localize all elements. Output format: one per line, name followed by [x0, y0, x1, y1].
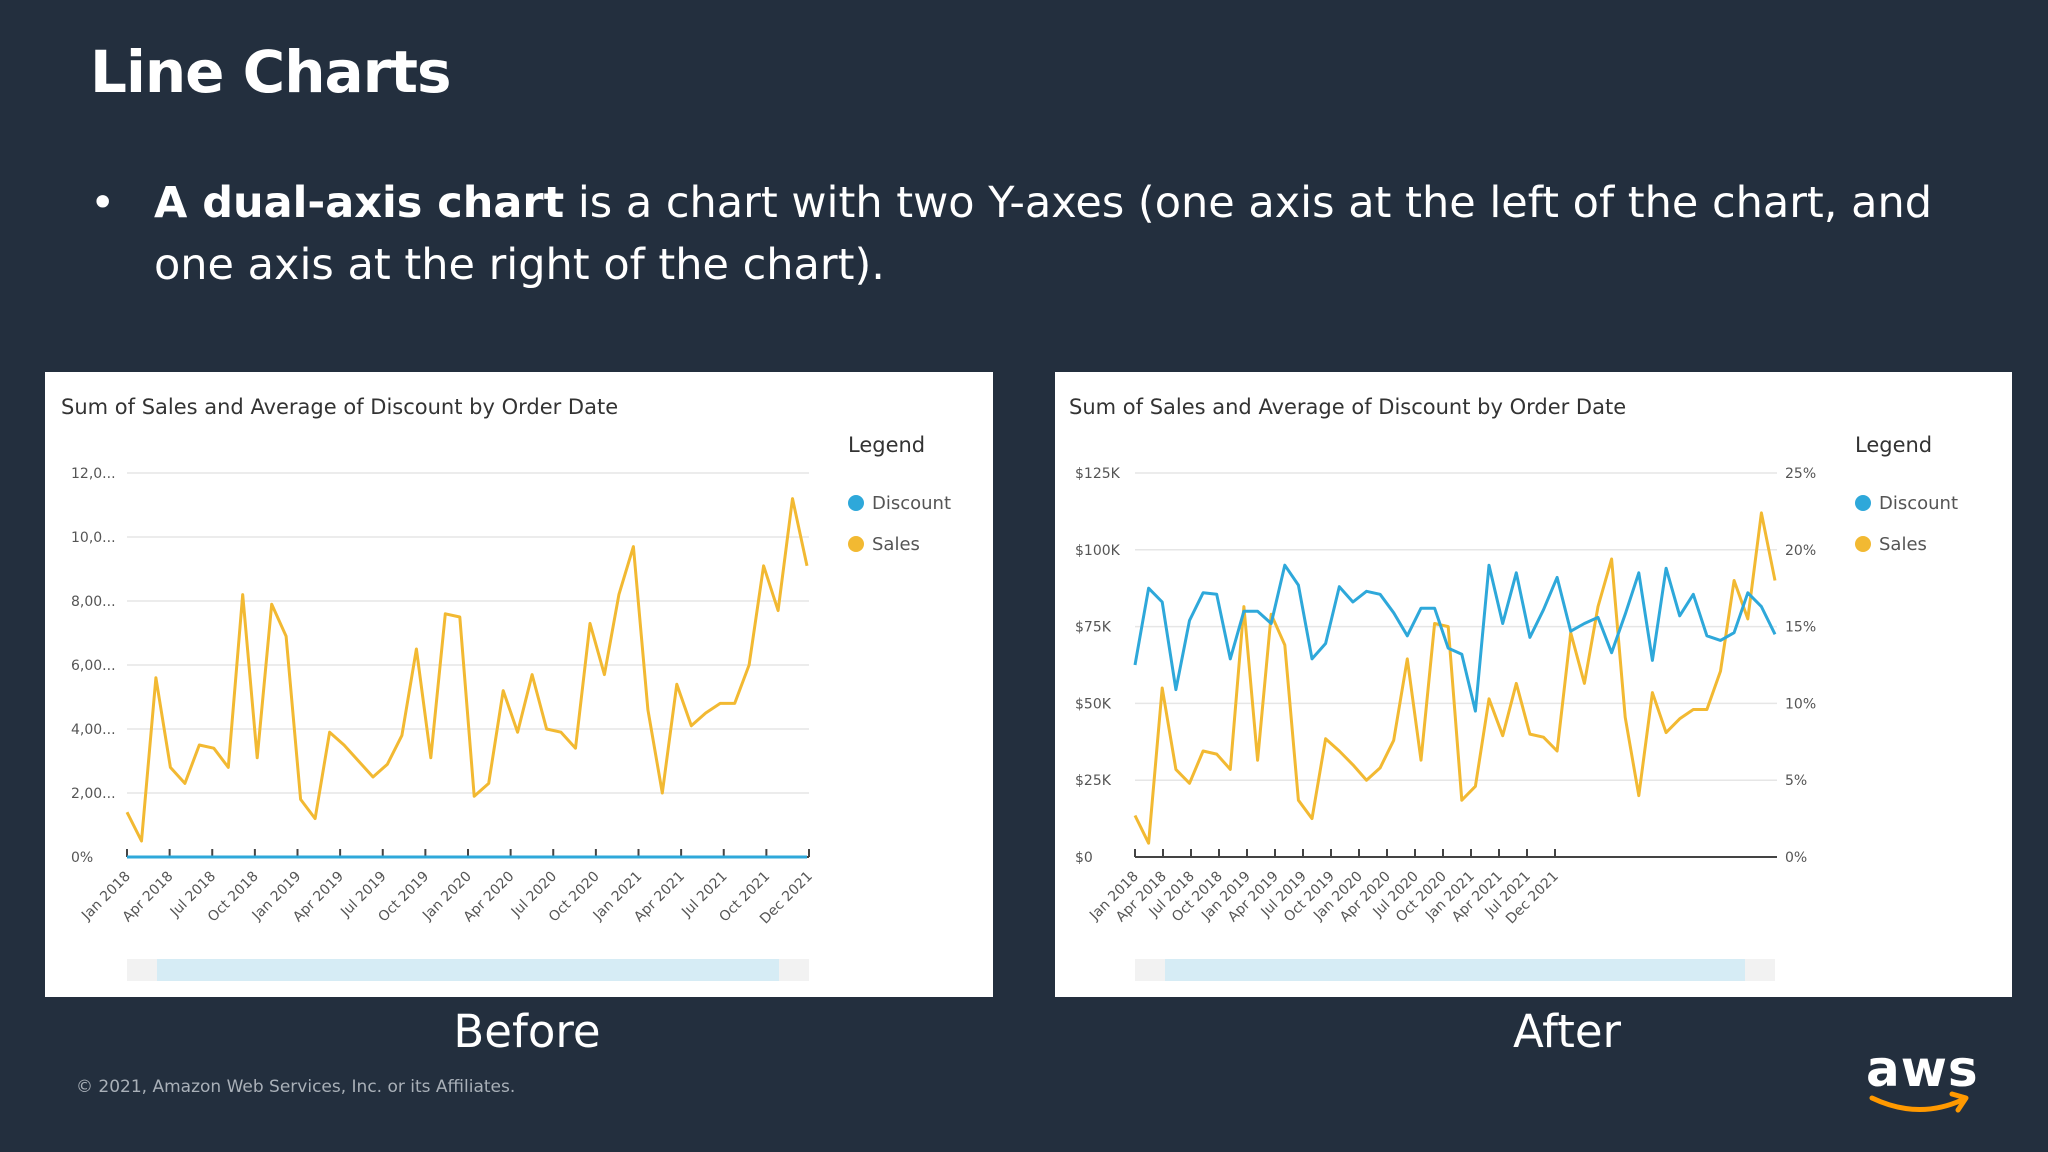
legend-swatch-sales: [848, 536, 864, 552]
chart-title: Sum of Sales and Average of Discount by …: [61, 395, 618, 419]
legend-title: Legend: [1855, 433, 1932, 457]
range-slider-handle: [157, 959, 779, 981]
y-right-tick-label: 25%: [1785, 466, 1816, 482]
slide-title: Line Charts: [90, 38, 452, 106]
bullet-text: A dual-axis chart is a chart with two Y-…: [154, 172, 1954, 296]
chart-panel-after: Sum of Sales and Average of Discount by …: [1055, 372, 2012, 997]
y-left-tick-label: 10,0...: [71, 530, 116, 546]
legend-swatch-discount: [1855, 495, 1871, 511]
caption-after: After: [1512, 1005, 1622, 1058]
bullet-symbol: •: [90, 178, 116, 228]
aws-smile-icon: [1869, 1091, 1969, 1113]
y-right-tick-label: 5%: [1785, 773, 1807, 789]
y-left-tick-label: 8,00...: [71, 594, 116, 610]
aws-logo: aws: [1866, 1040, 1979, 1120]
y-left-tick-label: $100K: [1075, 543, 1121, 559]
chart-before-svg: Sum of Sales and Average of Discount by …: [61, 395, 951, 981]
series-line-sales: [1133, 511, 1777, 845]
y-right-tick-label: 15%: [1785, 620, 1816, 636]
y-right-tick-label: 10%: [1785, 696, 1816, 712]
legend-label-discount: Discount: [872, 493, 951, 514]
caption-before: Before: [453, 1005, 601, 1058]
y-left-tick-label: 0%: [71, 850, 93, 866]
chart-after-svg: Sum of Sales and Average of Discount by …: [1069, 395, 1958, 981]
y-left-tick-label: 4,00...: [71, 722, 116, 738]
copyright-footer: © 2021, Amazon Web Services, Inc. or its…: [76, 1077, 516, 1097]
y-left-tick-label: $125K: [1075, 466, 1121, 482]
legend-swatch-discount: [848, 495, 864, 511]
y-left-tick-label: 12,0...: [71, 466, 116, 482]
series-line-discount: [1133, 563, 1777, 713]
series-line-sales: [125, 497, 809, 843]
y-right-tick-label: 20%: [1785, 543, 1816, 559]
chart-panel-before: Sum of Sales and Average of Discount by …: [45, 372, 993, 997]
chart-title: Sum of Sales and Average of Discount by …: [1069, 395, 1626, 419]
y-right-tick-label: 0%: [1785, 850, 1807, 866]
y-left-tick-label: 6,00...: [71, 658, 116, 674]
range-slider-handle: [1165, 959, 1745, 981]
bullet-bold-term: A dual-axis chart: [154, 178, 565, 228]
legend-label-sales: Sales: [1879, 534, 1927, 555]
y-left-tick-label: $75K: [1075, 620, 1112, 636]
y-left-tick-label: $50K: [1075, 696, 1112, 712]
aws-logo-text: aws: [1866, 1040, 1979, 1098]
y-left-tick-label: 2,00...: [71, 786, 116, 802]
legend-label-sales: Sales: [872, 534, 920, 555]
legend-swatch-sales: [1855, 536, 1871, 552]
bullet-definition: is a chart with two Y-axes (one axis at …: [154, 178, 1932, 290]
y-left-tick-label: $0: [1075, 850, 1093, 866]
legend-label-discount: Discount: [1879, 493, 1958, 514]
y-left-tick-label: $25K: [1075, 773, 1112, 789]
legend-title: Legend: [848, 433, 925, 457]
